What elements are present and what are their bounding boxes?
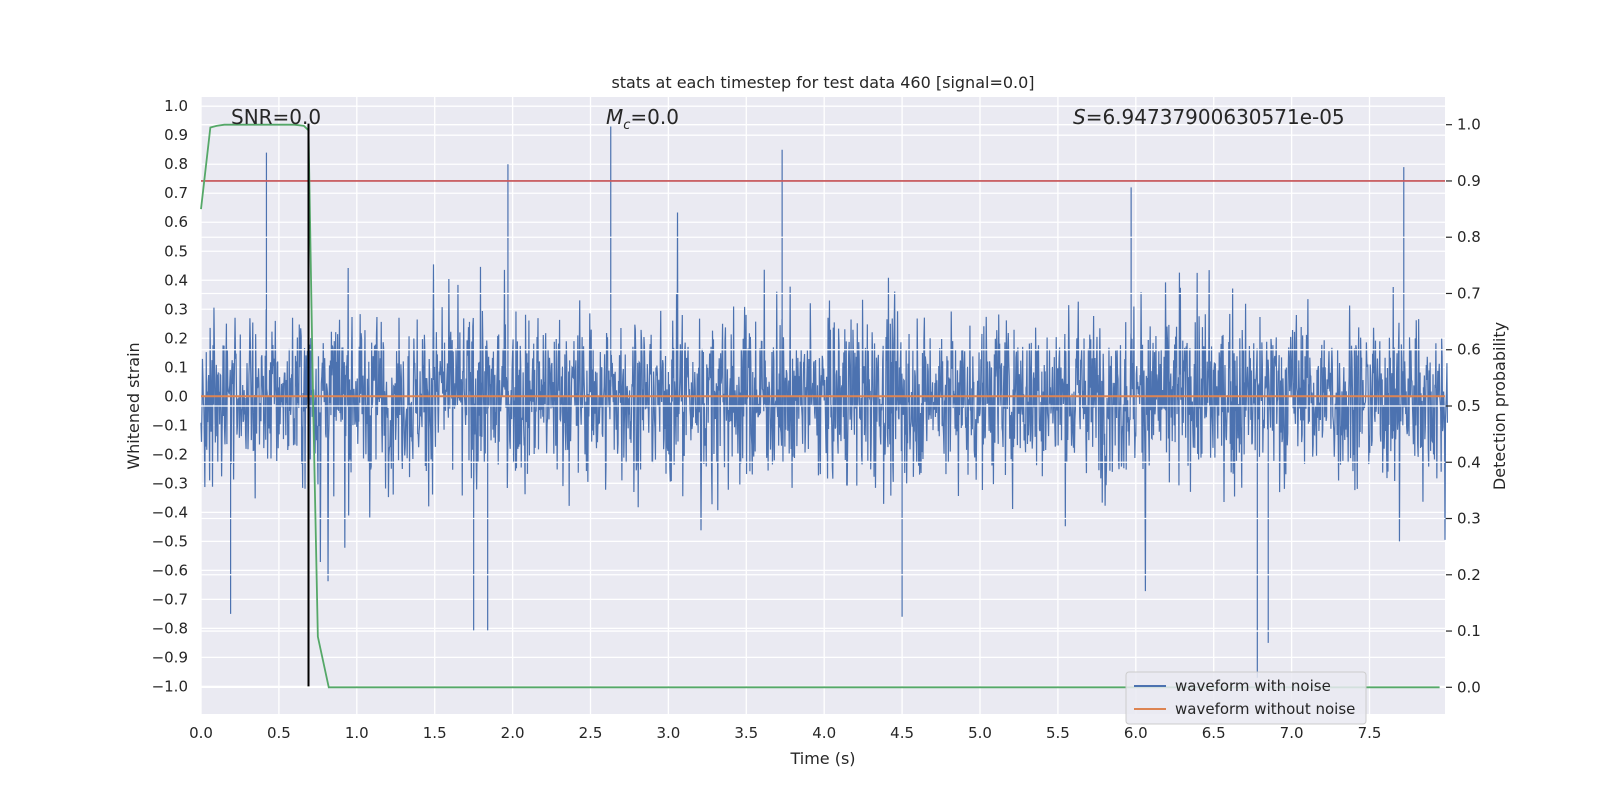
- y-tick-label: 0.5: [164, 242, 188, 260]
- y2-axis-ticks: 1.0 0.9 0.8 0.7 0.6 0.5 0.4 0.3 0.2 0.1 0.0: [1446, 116, 1481, 696]
- snr-annotation: SNR=0.0: [231, 105, 321, 129]
- x-tick-label: 3.0: [656, 724, 680, 742]
- y2-tick-label: 0.1: [1457, 622, 1481, 640]
- x-tick-label: 3.5: [734, 724, 758, 742]
- mc-annotation: Mc=0.0: [606, 105, 679, 133]
- y-tick-label: 0.6: [164, 213, 188, 231]
- x-axis-label: Time (s): [789, 749, 855, 768]
- x-tick-label: 1.0: [345, 724, 369, 742]
- y-tick-label: 0.7: [164, 184, 188, 202]
- y-axis-label: Whitened strain: [124, 342, 143, 469]
- x-tick-label: 4.0: [812, 724, 836, 742]
- y-tick-label: 0.3: [164, 300, 188, 318]
- x-tick-label: 7.5: [1358, 724, 1382, 742]
- y2-tick-label: 0.7: [1457, 284, 1481, 302]
- y-tick-label: −0.6: [152, 561, 188, 579]
- overlay-lines: [200, 123, 1445, 689]
- x-tick-label: 2.0: [501, 724, 525, 742]
- y-tick-label: 1.0: [164, 97, 188, 115]
- s-value: =6.94737900630571e-05: [1086, 105, 1345, 129]
- x-tick-label: 6.5: [1202, 724, 1226, 742]
- y-tick-label: 0.8: [164, 155, 188, 173]
- y-tick-label: 0.1: [164, 358, 188, 376]
- y2-tick-label: 0.2: [1457, 566, 1481, 584]
- x-tick-label: 4.5: [890, 724, 914, 742]
- x-tick-label: 5.0: [968, 724, 992, 742]
- y-tick-label: −0.2: [152, 445, 188, 463]
- legend-label-waveform-without-noise: waveform without noise: [1175, 700, 1355, 718]
- y2-tick-label: 0.4: [1457, 453, 1481, 471]
- y-tick-label: 0.4: [164, 271, 188, 289]
- noise-waveform-line: [200, 126, 1448, 678]
- mc-symbol: M: [606, 105, 623, 129]
- x-tick-label: 6.0: [1124, 724, 1148, 742]
- s-symbol: S: [1073, 105, 1086, 129]
- x-tick-label: 5.5: [1046, 724, 1070, 742]
- y2-tick-label: 0.9: [1457, 172, 1481, 190]
- y2-tick-label: 0.3: [1457, 510, 1481, 528]
- mc-value: =0.0: [630, 105, 679, 129]
- y2-tick-label: 1.0: [1457, 116, 1481, 134]
- y-tick-label: −0.1: [152, 416, 188, 434]
- y-tick-label: −0.3: [152, 474, 188, 492]
- y-axis-ticks: 1.0 0.9 0.8 0.7 0.6 0.5 0.4 0.3 0.2 0.1 0.0 −0.1 −0.…: [152, 97, 188, 695]
- x-tick-label: 1.5: [423, 724, 447, 742]
- y-tick-label: −0.7: [152, 590, 188, 608]
- chart-title: stats at each timestep for test data 460…: [611, 73, 1034, 92]
- detection-probability-line: [200, 123, 1440, 689]
- legend-box: [1125, 671, 1367, 725]
- x-tick-label: 0.0: [189, 724, 213, 742]
- series-waveform-with-noise: [200, 126, 1448, 678]
- y-tick-label: −0.8: [152, 619, 188, 637]
- y-tick-label: −0.5: [152, 532, 188, 550]
- x-tick-label: 7.0: [1280, 724, 1304, 742]
- s-annotation: S=6.94737900630571e-05: [1073, 105, 1345, 129]
- y-tick-label: 0.9: [164, 126, 188, 144]
- y2-tick-label: 0.8: [1457, 228, 1481, 246]
- y2-tick-label: 0.6: [1457, 341, 1481, 359]
- x-axis-ticks: 0.0 0.5 1.0 1.5 2.0 2.5 3.0 3.5 4.0 4.5 5.0 5.5 6.0 6…: [189, 724, 1381, 742]
- x-tick-label: 0.5: [267, 724, 291, 742]
- y2-tick-label: 0.5: [1457, 397, 1481, 415]
- x-tick-label: 2.5: [579, 724, 603, 742]
- y-tick-label: −0.4: [152, 503, 188, 521]
- legend-label-waveform-with-noise: waveform with noise: [1175, 677, 1331, 695]
- y-tick-label: 0.0: [164, 387, 188, 405]
- y2-axis-label: Detection probability: [1490, 322, 1509, 490]
- y2-tick-label: 0.0: [1457, 678, 1481, 696]
- y-tick-label: 0.2: [164, 329, 188, 347]
- legend: waveform with noise waveform without noi…: [1125, 671, 1367, 725]
- mc-subscript: c: [623, 118, 630, 133]
- y-tick-label: −1.0: [152, 677, 188, 695]
- y-tick-label: −0.9: [152, 648, 188, 666]
